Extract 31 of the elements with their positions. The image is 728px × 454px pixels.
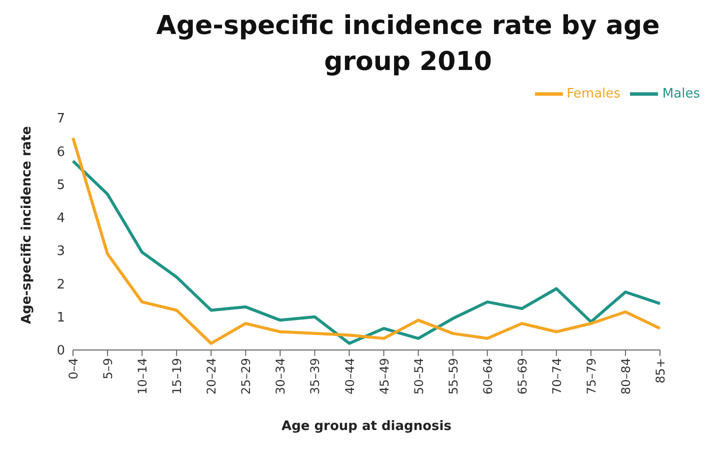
x-tick-label: 30–34 (274, 358, 288, 395)
x-tick-label: 20–24 (204, 358, 219, 395)
x-tick-label: 70–74 (550, 358, 564, 395)
y-tick-label: 0 (56, 344, 65, 359)
x-tick-label: 0–4 (66, 358, 81, 380)
x-tick-label: 10–14 (136, 358, 150, 395)
y-tick-label: 4 (56, 211, 65, 226)
legend-label: Males (662, 86, 700, 102)
x-tick-label: 55–59 (446, 358, 460, 395)
x-tick-label: 65–69 (515, 358, 530, 395)
x-tick-label: 25–29 (239, 358, 254, 395)
x-tick-label: 15–19 (170, 358, 184, 395)
y-tick-label: 1 (56, 310, 65, 326)
x-tick-label: 75–79 (584, 358, 598, 395)
x-tick-label: 85+ (654, 358, 668, 384)
y-tick-label: 6 (56, 144, 65, 160)
y-tick-label: 3 (56, 244, 65, 260)
x-tick-label: 5–9 (101, 358, 116, 380)
chart-title: Age-specific incidence rate by age group 2010 (155, 10, 661, 79)
x-tick-label: 40–44 (342, 358, 357, 395)
y-tick-label: 2 (56, 277, 65, 292)
x-axis-title: Age group at diagnosis (282, 419, 452, 434)
x-tick-label: 35–39 (308, 358, 322, 395)
x-tick-label: 45–49 (377, 358, 392, 395)
x-tick-label: 80–84 (618, 358, 633, 395)
x-tick-label: 60–64 (480, 358, 495, 395)
y-axis-title: Age-specific incidence rate (20, 126, 35, 324)
x-tick-label: 50–54 (412, 358, 426, 395)
y-tick-label: 7 (56, 112, 65, 127)
legend-label: Females (566, 86, 620, 102)
y-tick-label: 5 (56, 178, 65, 193)
